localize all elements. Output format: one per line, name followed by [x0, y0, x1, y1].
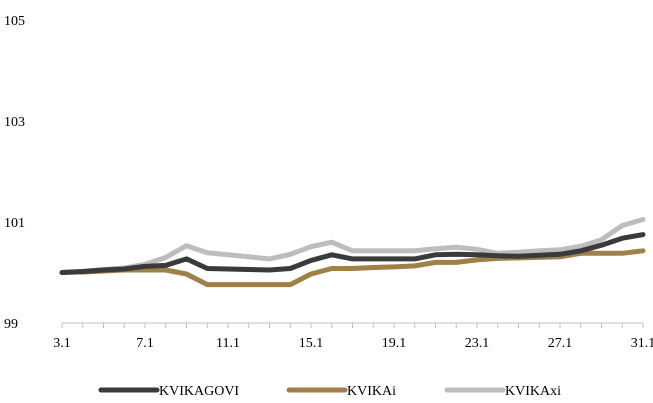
y-tick-label: 105 [4, 14, 25, 29]
series-line-kvikagovi [59, 232, 646, 275]
x-tick-label: 23.1 [465, 336, 490, 351]
x-axis: 3.1 7.1 11.1 15.1 19.1 23.1 27.1 31.1 [53, 322, 653, 351]
x-tick-label: 31.1 [631, 336, 653, 351]
series-line-kvikaxi [59, 217, 646, 275]
series-lines [59, 217, 646, 288]
legend-label: KVIKAi [347, 384, 396, 399]
legend-label: KVIKAxi [505, 384, 561, 399]
x-tick-label: 15.1 [299, 336, 324, 351]
y-axis-labels: 105 103 101 99 [4, 14, 25, 332]
x-tick-label: 7.1 [136, 336, 154, 351]
y-tick-label: 101 [4, 216, 25, 231]
legend: KVIKAGOVI KVIKAi KVIKAxi [98, 384, 561, 399]
x-tick-label: 19.1 [382, 336, 407, 351]
x-tick-label: 3.1 [53, 336, 71, 351]
y-tick-label: 103 [4, 115, 25, 130]
x-tick-label: 27.1 [548, 336, 573, 351]
y-tick-label: 99 [4, 317, 18, 332]
x-tick-label: 11.1 [216, 336, 240, 351]
legend-label: KVIKAGOVI [159, 384, 239, 399]
